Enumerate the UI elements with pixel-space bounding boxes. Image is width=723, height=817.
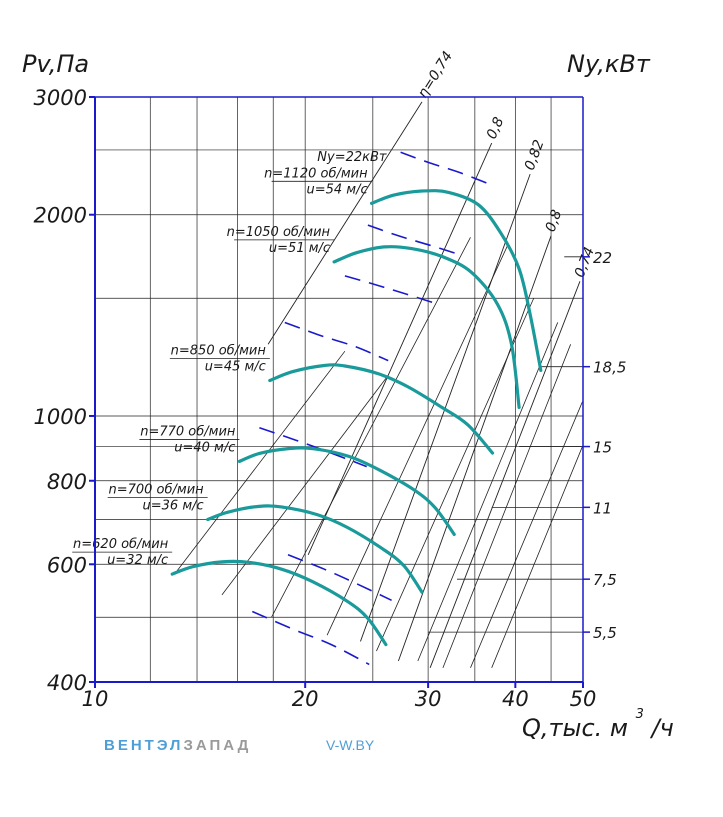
series-label-speed: n=850 об/мин: [171, 343, 267, 358]
power-curve: [344, 275, 439, 305]
y-tick-label: 800: [47, 470, 87, 494]
x-axis-title-main: Q,тыс. м: [522, 714, 628, 742]
x-axis-title-exp: 3: [636, 707, 644, 722]
x-tick-label: 20: [292, 687, 319, 711]
diagonal-line: [417, 322, 559, 662]
watermark-brand: ВЕНТЭЛЗАПАД: [104, 737, 251, 754]
diagonal-line: [221, 375, 389, 596]
diagonal-line: [491, 446, 583, 668]
axes: 400 600 800 1000 2000 3000 10 20 30 40 50 22 18,5 15 1…: [34, 86, 627, 711]
watermark-brand-part1: ВЕНТЭЛ: [104, 737, 183, 754]
x-tick-label: 50: [570, 687, 597, 711]
power-curve: [367, 224, 462, 256]
pressure-curve: [170, 559, 388, 647]
power-curve: [259, 427, 367, 468]
series-label-speed: n=1120 об/мин: [264, 166, 368, 181]
series-label-velocity: u=32 м/с: [107, 553, 168, 568]
efficiency-lines: η=0,740,80,820,80,74: [174, 49, 598, 668]
diagonal-line: [326, 245, 509, 636]
power-scale-label: 11: [593, 499, 612, 517]
power-scale-label: 15: [593, 439, 612, 457]
power-leaders: [428, 256, 583, 633]
power-curve: [400, 151, 491, 186]
power-scale-label: 5,5: [593, 624, 617, 642]
power-curve: [287, 554, 392, 602]
efficiency-label: 0,8: [484, 115, 508, 142]
series-label-speed: n=700 об/мин: [108, 483, 204, 498]
right-axis-title: Ny,кВт: [567, 50, 651, 78]
power-curve: [284, 321, 389, 362]
pressure-curve: [268, 363, 495, 455]
y-tick-label: 400: [47, 671, 87, 695]
y-tick-label: 2000: [34, 204, 87, 228]
power-curves: [251, 151, 491, 666]
diagonal-line: [376, 298, 535, 652]
efficiency-label: η=0,74: [415, 49, 456, 101]
watermark-site: V-W.BY: [326, 737, 375, 753]
x-axis-title-tail: /ч: [650, 714, 674, 742]
efficiency-line: [397, 235, 552, 662]
pressure-curve: [370, 189, 543, 372]
watermark-brand-part2: ЗАПАД: [183, 737, 251, 754]
efficiency-line: [429, 281, 581, 668]
x-axis-title: Q,тыс. м 3 /ч: [522, 696, 674, 742]
series-label-speed: n=770 об/мин: [140, 424, 236, 439]
diagonal-line: [271, 237, 471, 618]
power-scale-label: 18,5: [593, 359, 626, 377]
series-label-velocity: u=54 м/с: [306, 182, 367, 197]
efficiency-line: [267, 101, 423, 345]
pressure-curves: [170, 189, 543, 647]
power-scale-label: 22: [593, 249, 612, 267]
series-label-velocity: u=45 м/с: [205, 359, 266, 374]
pressure-curve: [237, 446, 456, 536]
y-tick-label: 600: [47, 553, 87, 577]
series-label-speed: n=620 об/мин: [73, 537, 169, 552]
diagonal-line: [442, 344, 571, 668]
series-label-velocity: u=51 м/с: [269, 241, 330, 256]
y-tick-label: 3000: [34, 86, 87, 110]
series-label-velocity: u=36 м/с: [143, 499, 204, 514]
pressure-curve: [332, 245, 521, 409]
y-axis-title: Pv,Па: [22, 50, 89, 78]
power-curve: [251, 610, 370, 666]
x-tick-label: 10: [82, 687, 109, 711]
efficiency-label: 0,8: [543, 208, 566, 234]
diagonal-line: [470, 401, 583, 668]
x-tick-label: 30: [415, 687, 442, 711]
y-tick-label: 1000: [34, 405, 87, 429]
x-tick-label: 40: [502, 687, 529, 711]
pressure-curve: [206, 504, 424, 594]
efficiency-label: 0,82: [522, 138, 548, 173]
series-label-speed: n=1050 об/мин: [227, 225, 331, 240]
ny-label: Ny=22кВт: [317, 150, 387, 165]
efficiency-line: [307, 142, 493, 555]
power-scale-label: 7,5: [593, 571, 617, 589]
diagonal-line: [174, 350, 346, 575]
series-label-velocity: u=40 м/с: [174, 440, 235, 455]
